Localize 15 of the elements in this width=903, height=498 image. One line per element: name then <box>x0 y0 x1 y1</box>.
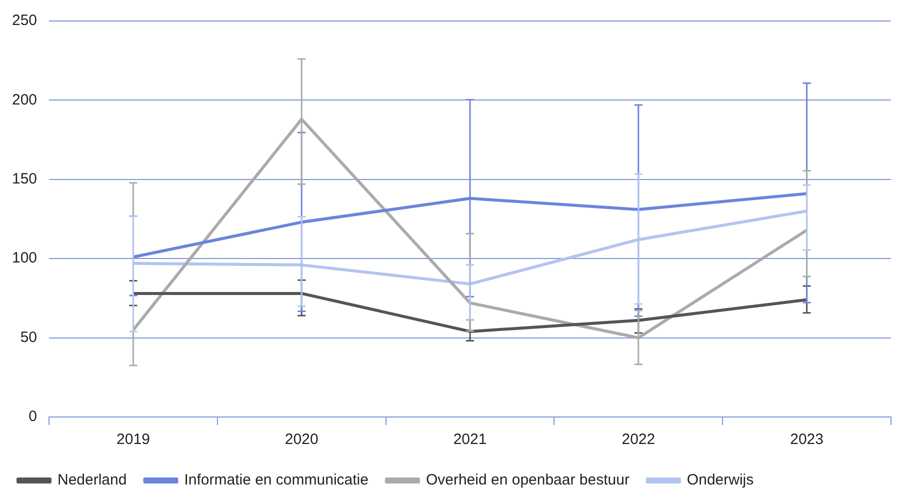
x-tick-label: 2022 <box>622 431 656 448</box>
legend-label: Nederland <box>58 472 127 489</box>
legend-label: Overheid en openbaar bestuur <box>426 472 630 489</box>
legend-label: Informatie en communicatie <box>184 472 368 489</box>
y-tick-label: 0 <box>28 408 38 426</box>
y-tick-label: 150 <box>12 170 38 188</box>
x-tick-label: 2020 <box>284 431 318 448</box>
y-tick-label: 50 <box>20 328 38 346</box>
y-tick-label: 250 <box>12 12 38 30</box>
x-tick-label: 2023 <box>790 431 824 448</box>
y-tick-label: 200 <box>12 91 38 108</box>
legend-label: Onderwijs <box>686 472 754 489</box>
x-tick-label: 2021 <box>453 431 487 448</box>
x-tick-label: 2019 <box>116 431 150 448</box>
y-tick-label: 100 <box>12 250 38 267</box>
